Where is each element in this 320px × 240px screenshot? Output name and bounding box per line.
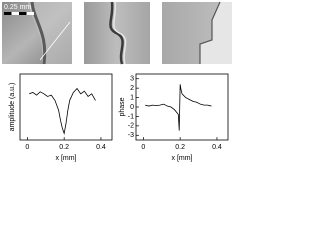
y-tick-label: -3 [128,132,134,139]
figure: 0.25 mm 0 0.2 0.4 x [mm] amplitude (a.u.) 0 0.… [2,1,232,162]
scale-bar-label: 0.25 mm [4,4,31,11]
y-axis-label: amplitude (a.u.) [9,83,16,132]
y-tick-label: 1 [130,94,134,101]
image-phase [162,1,232,64]
x-tick-label: 0.4 [212,144,222,151]
x-tick-label: 0.2 [175,144,185,151]
data-line [145,84,212,131]
y-tick-label: 0 [130,104,134,111]
image-amplitude: 0.25 mm [2,1,72,65]
x-tick-label: 0 [141,144,145,151]
image-topography [84,1,150,65]
x-tick-label: 0 [25,144,29,151]
x-axis-label: x [mm] [56,155,77,162]
plot-frame [19,73,113,141]
y-tick-label: -1 [128,113,134,120]
x-axis-label: x [mm] [172,155,193,162]
y-tick-label: 3 [130,76,134,83]
x-tick-label: 0.2 [59,144,69,151]
y-tick-label: 2 [130,85,134,92]
x-tick-label: 0.4 [96,144,106,151]
data-line [29,87,96,135]
y-tick-label: -2 [128,123,134,130]
y-axis-label: phase [119,97,126,116]
plot-frame [135,73,229,141]
